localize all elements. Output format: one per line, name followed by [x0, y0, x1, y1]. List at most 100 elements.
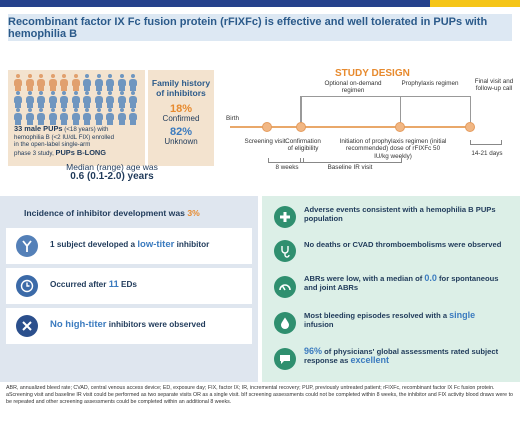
speech-icon	[274, 348, 296, 370]
confirmed-label: Confirmed	[162, 114, 200, 123]
timeline-dot-confirmation	[296, 122, 306, 132]
baseline-label: Baseline IR visit	[327, 164, 373, 171]
antibody-icon	[16, 235, 38, 257]
occurred-post: EDs	[118, 280, 137, 289]
patient-figure-icon	[25, 74, 34, 91]
bleed-post: infusion	[304, 320, 334, 329]
abr-text: ABRs were low, with a median of 0.0 for …	[304, 273, 504, 293]
plus-icon	[274, 206, 296, 228]
timeline-dot-initiation	[395, 122, 405, 132]
patient-figure-icon	[71, 91, 80, 108]
top-bar-yellow	[430, 0, 520, 7]
patient-figure-icon	[106, 91, 114, 108]
patient-figure-icon	[25, 108, 34, 125]
safety-efficacy-panel: Adverse events consistent with a hemophi…	[262, 196, 520, 382]
cohort-line4: phase 3 study,	[14, 150, 56, 158]
patient-figure-icon	[106, 108, 114, 125]
confirmation-label: Confirmation of eligibility	[285, 138, 321, 153]
birth-label: Birth	[226, 115, 239, 122]
abr-post: for spontaneous and joint ABRs	[304, 274, 499, 292]
patient-figure-icon	[48, 108, 57, 125]
family-history-box: Family history of inhibitors 18% Confirm…	[148, 70, 214, 166]
cohort-line3: in the open-label single-arm	[14, 141, 91, 149]
patient-figure-icon	[60, 108, 68, 125]
patient-figure-icon	[37, 91, 45, 108]
unknown-label: Unknown	[164, 137, 198, 146]
patient-figure-icon	[94, 74, 103, 91]
timeline-tick	[300, 96, 302, 126]
patient-figure-icon	[94, 91, 103, 108]
cohort-line2: hemophilia B (<2 IU/dL FIX) enrolled	[14, 133, 115, 141]
timeline-line	[230, 126, 470, 128]
patient-figure-icon	[48, 74, 57, 91]
deaths-text: No deaths or CVAD thromboembolisms were …	[304, 240, 502, 249]
patient-icon-grid	[14, 74, 144, 126]
study-design-title: STUDY DESIGN	[335, 68, 410, 79]
low-titer-pre: 1 subject developed a	[50, 240, 138, 249]
weeks-label: 8 weeks	[275, 164, 299, 171]
footnote: ABR, annualized bleed rate; CVAD, centra…	[6, 385, 513, 405]
patient-figure-icon	[129, 108, 137, 125]
patient-figure-icon	[117, 108, 126, 125]
low-titer-text: 1 subject developed a low-titer inhibito…	[50, 240, 209, 250]
patient-figure-icon	[60, 74, 68, 91]
patient-figure-icon	[129, 91, 137, 108]
rate-gauge-icon	[274, 276, 296, 298]
study-name: PUPs B-LONG	[55, 148, 107, 158]
high-titer-row: No high-titer inhibitors were observed	[6, 308, 252, 344]
occurred-highlight: 11	[108, 279, 119, 290]
baseline-bracket	[300, 158, 402, 163]
low-titer-row: 1 subject developed a low-titer inhibito…	[6, 228, 252, 264]
patient-figure-icon	[106, 74, 114, 91]
family-heading: Family history of inhibitors	[151, 78, 211, 98]
high-titer-text: No high-titer inhibitors were observed	[50, 320, 206, 330]
patient-figure-icon	[60, 91, 68, 108]
patient-figure-icon	[94, 108, 103, 125]
final-visit-label: Final visit and follow-up call	[474, 78, 514, 93]
confirmed-percent: 18%	[169, 103, 193, 115]
timeline-dot-screening	[262, 122, 272, 132]
cohort-count: 33 male PUPs	[14, 124, 63, 133]
patient-figure-icon	[14, 91, 22, 108]
cohort-age: (<18 years) with	[62, 126, 109, 133]
occurred-pre: Occurred after	[50, 280, 109, 289]
patient-figure-icon	[83, 108, 91, 125]
title-text: Recombinant factor IX Fc fusion protein …	[8, 15, 488, 40]
screening-label: Screening visit	[244, 138, 286, 145]
prophylaxis-label: Prophylaxis regimen	[401, 80, 459, 87]
patient-figure-icon	[48, 91, 57, 108]
days-bracket	[470, 140, 502, 145]
assess-mid: of physicians' global assessments rated …	[304, 347, 499, 365]
occurred-row: Occurred after 11 EDs	[6, 268, 252, 304]
patient-figure-icon	[117, 74, 126, 91]
bleed-pre: Most bleeding episodes resolved with a	[304, 311, 450, 320]
patient-figure-icon	[37, 108, 45, 125]
adverse-events-text: Adverse events consistent with a hemophi…	[304, 205, 496, 223]
incidence-label: Incidence of inhibitor development was	[24, 208, 188, 218]
timeline-upper-line	[300, 96, 470, 97]
stethoscope-icon	[274, 240, 296, 262]
page-title: Recombinant factor IX Fc fusion protein …	[8, 14, 512, 41]
assessment-text: 96% of physicians' global assessments ra…	[304, 346, 504, 366]
high-titer-post: inhibitors were observed	[106, 320, 206, 329]
assess-highlight: 96%	[304, 346, 323, 356]
median-age: Median (range) age was 0.6 (0.1-2.0) yea…	[12, 162, 212, 182]
occurred-text: Occurred after 11 EDs	[50, 280, 137, 290]
patient-figure-icon	[14, 108, 22, 125]
bleed-highlight: single	[449, 310, 476, 320]
weeks-bracket	[268, 158, 304, 163]
optional-regimen-label: Optional on-demand regimen	[324, 80, 382, 95]
low-titer-post: inhibitor	[174, 240, 210, 249]
cohort-description: 33 male PUPs (<18 years) with hemophilia…	[14, 125, 144, 158]
unknown-percent: 82%	[169, 126, 193, 138]
patient-figure-icon	[25, 91, 34, 108]
top-bar-blue	[0, 0, 430, 7]
abr-pre: ABRs were low, with a median of	[304, 274, 425, 283]
abr-highlight: 0.0	[424, 273, 437, 283]
patient-figure-icon	[83, 74, 91, 91]
patient-figure-icon	[14, 74, 22, 91]
inhibitor-results-panel: Incidence of inhibitor development was 3…	[0, 196, 258, 382]
patient-figure-icon	[37, 74, 45, 91]
low-titer-highlight: low-titer	[137, 239, 175, 250]
patient-figure-icon	[71, 74, 80, 91]
